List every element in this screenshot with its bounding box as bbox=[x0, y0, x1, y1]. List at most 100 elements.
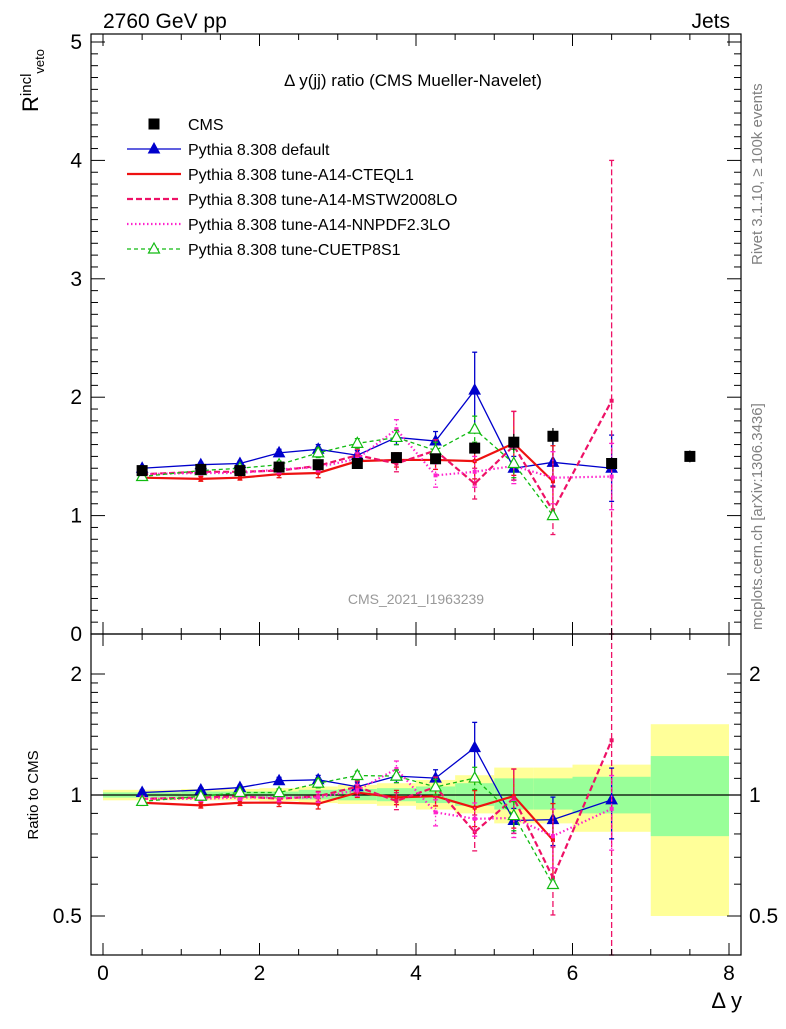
series-3-point-7 bbox=[433, 473, 438, 478]
main-ylabel: Rinclveto bbox=[18, 49, 47, 112]
series-3-point-6 bbox=[394, 427, 399, 432]
cms-point-10 bbox=[547, 430, 559, 442]
series-4-point-4 bbox=[311, 445, 325, 458]
r-tick-label-right-2: 2 bbox=[749, 663, 761, 686]
series-4-point-10 bbox=[546, 508, 560, 521]
legend-entry-2: Pythia 8.308 tune-A14-CTEQL1 bbox=[127, 167, 414, 184]
legend-entry-0: CMS bbox=[148, 117, 224, 134]
series-0-ratio-point-3 bbox=[272, 773, 286, 786]
series-1-ratio-point-2 bbox=[237, 800, 242, 805]
series-4-ratio-point-4 bbox=[311, 775, 325, 788]
mcplots-label: mcplots.cern.ch [arXiv:1306.3436] bbox=[749, 403, 766, 630]
series-4-ratio-point-1 bbox=[194, 789, 208, 801]
cms-point-0 bbox=[136, 465, 148, 477]
legend: CMS Pythia 8.308 default Pythia 8.308 tune… bbox=[127, 117, 457, 259]
series-2-point-6 bbox=[394, 461, 399, 466]
analysis-watermark: CMS_2021_I1963239 bbox=[348, 591, 484, 607]
legend-entry-3: Pythia 8.308 tune-A14-MSTW2008LO bbox=[127, 192, 457, 209]
x-tick-label-3: 6 bbox=[567, 962, 579, 985]
series-2-ratio-point-6 bbox=[394, 798, 399, 803]
series-4-ratio-point-9 bbox=[507, 808, 521, 821]
r-tick-label-right-1: 1 bbox=[749, 784, 761, 807]
cms-point-4 bbox=[312, 459, 324, 471]
series-1-ratio-point-10 bbox=[550, 838, 555, 843]
y-tick-label-5: 5 bbox=[70, 31, 82, 54]
series-4-ratio-point-5 bbox=[350, 768, 364, 781]
cms-point-7 bbox=[430, 453, 442, 465]
x-tick-label-4: 8 bbox=[723, 962, 735, 985]
legend-marker-0 bbox=[148, 118, 160, 130]
series-3-ratio-point-4 bbox=[316, 795, 321, 800]
series-2-ratio-line bbox=[142, 739, 613, 881]
cms-point-11 bbox=[606, 458, 618, 470]
series-3-point-11 bbox=[609, 474, 614, 479]
series-2-ratio-point-11 bbox=[609, 738, 614, 743]
x-tick-label-1: 2 bbox=[254, 962, 266, 985]
series-3-ratio-point-2 bbox=[237, 795, 242, 800]
series-2-point-5 bbox=[355, 453, 360, 458]
x-tick-label-2: 4 bbox=[410, 962, 422, 985]
series-3-ratio-point-10 bbox=[550, 834, 555, 839]
series-4-point-5 bbox=[350, 436, 364, 448]
series-3-point-10 bbox=[550, 475, 555, 480]
cms-point-8 bbox=[469, 442, 481, 454]
y-tick-label-3: 3 bbox=[70, 268, 82, 291]
legend-label-3: Pythia 8.308 tune-A14-MSTW2008LO bbox=[188, 192, 457, 209]
series-0-point-3 bbox=[272, 445, 286, 458]
r-tick-label-left-2: 2 bbox=[70, 663, 82, 686]
r-tick-label-right-0: 0.5 bbox=[749, 905, 778, 928]
series-2-point-11 bbox=[609, 398, 614, 403]
header-left: 2760 GeV pp bbox=[103, 10, 227, 33]
y-tick-label-2: 2 bbox=[70, 386, 82, 409]
legend-marker-1 bbox=[147, 141, 161, 154]
legend-label-5: Pythia 8.308 tune-CUETP8S1 bbox=[188, 242, 401, 259]
main-ylabel-sub: veto bbox=[32, 49, 47, 74]
legend-label-4: Pythia 8.308 tune-A14-NNPDF2.3LO bbox=[188, 217, 450, 234]
y-tick-label-0: 0 bbox=[70, 623, 82, 646]
series-4-ratio-point-10 bbox=[546, 877, 560, 890]
series-1-point-1 bbox=[198, 476, 203, 481]
ratio-ylabel: Ratio to CMS bbox=[25, 750, 42, 839]
r-tick-label-left-0: 0.5 bbox=[53, 905, 82, 928]
series-4-ratio-point-0 bbox=[135, 794, 149, 807]
legend-entry-1: Pythia 8.308 default bbox=[127, 141, 330, 159]
series-4-ratio-point-7 bbox=[429, 779, 443, 792]
cms-point-12 bbox=[684, 450, 696, 462]
series-4-point-6 bbox=[389, 430, 403, 443]
legend-entry-4: Pythia 8.308 tune-A14-NNPDF2.3LO bbox=[127, 217, 450, 234]
legend-marker-5 bbox=[147, 241, 161, 254]
plot-area bbox=[135, 159, 696, 956]
series-1-point-4 bbox=[316, 470, 321, 475]
series-2-ratio-point-5 bbox=[355, 784, 360, 789]
series-2-ratio-point-9 bbox=[511, 796, 516, 801]
series-4-ratio-point-3 bbox=[272, 785, 286, 798]
cms-point-9 bbox=[508, 436, 520, 448]
xlabel: Δ y bbox=[711, 988, 742, 1013]
band-green-13 bbox=[650, 756, 729, 837]
series-cms bbox=[136, 427, 696, 477]
series-3-line bbox=[142, 427, 612, 479]
series-2-point-8 bbox=[472, 481, 477, 486]
cms-point-6 bbox=[390, 452, 402, 464]
series-4-ratio-point-8 bbox=[468, 770, 482, 783]
legend-label-2: Pythia 8.308 tune-A14-CTEQL1 bbox=[188, 167, 414, 184]
series-1-ratio-point-4 bbox=[316, 801, 321, 806]
cms-point-3 bbox=[273, 461, 285, 473]
rivet-label: Rivet 3.1.10, ≥ 100k events bbox=[749, 83, 766, 265]
cms-point-5 bbox=[351, 458, 363, 470]
series-3-ratio-point-5 bbox=[355, 788, 360, 793]
series-4-point-8 bbox=[468, 421, 482, 434]
series-0-point-8 bbox=[468, 383, 482, 395]
series-1-ratio-point-1 bbox=[198, 803, 203, 808]
series-3-ratio-point-8 bbox=[472, 816, 477, 821]
cms-point-2 bbox=[234, 465, 246, 477]
series-3-ratio-point-7 bbox=[433, 810, 438, 815]
r-tick-label-left-1: 1 bbox=[70, 784, 82, 807]
cms-point-1 bbox=[195, 463, 207, 475]
y-tick-label-1: 1 bbox=[70, 505, 82, 528]
legend-label-1: Pythia 8.308 default bbox=[188, 142, 330, 159]
series-4-point-9 bbox=[507, 456, 521, 469]
series-3-ratio-point-11 bbox=[609, 806, 614, 811]
x-tick-label-0: 0 bbox=[97, 962, 109, 985]
